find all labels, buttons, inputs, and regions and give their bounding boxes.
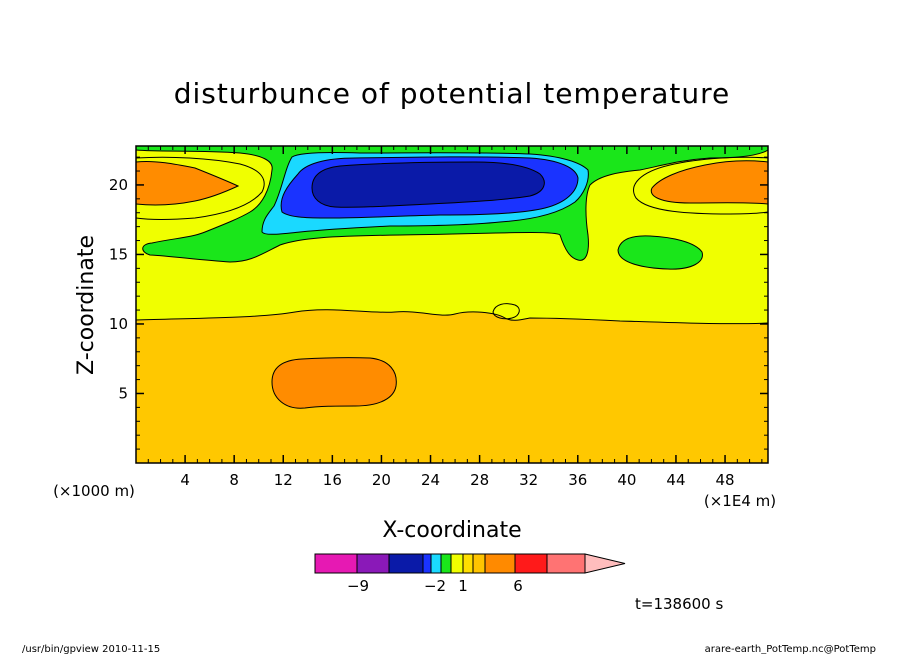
footer-left: /usr/bin/gpview 2010-11-15	[22, 644, 160, 654]
x-tick-label: 24	[421, 471, 440, 489]
colorbar-label: 1	[458, 577, 468, 595]
x-axis-unit: (×1E4 m)	[704, 492, 776, 510]
colorbar-segment	[422, 553, 432, 574]
contour-band-orange-left	[136, 161, 238, 205]
x-axis-label: X-coordinate	[382, 518, 521, 543]
colorbar-segment	[450, 553, 464, 574]
contour-lines	[136, 149, 768, 409]
colorbar: −9 −2 1 6	[314, 553, 626, 595]
x-tick-label: 28	[470, 471, 489, 489]
y-axis-label: Z-coordinate	[74, 235, 99, 375]
x-tick-label: 44	[666, 471, 685, 489]
colorbar-label: −2	[424, 577, 446, 595]
x-tick-label: 32	[519, 471, 538, 489]
y-tick-label: 10	[109, 315, 128, 333]
colorbar-extend-arrow	[584, 553, 626, 574]
colorbar-label: 6	[513, 577, 523, 595]
colorbar-segment	[484, 553, 516, 574]
colorbar-segment	[314, 553, 358, 574]
x-tick-label: 40	[617, 471, 636, 489]
y-tick-label: 15	[109, 245, 128, 263]
x-tick-label: 4	[180, 471, 190, 489]
colorbar-segment	[546, 553, 586, 574]
contour-band-navy	[312, 162, 545, 208]
x-axis-ticks: 4 8 12 16 20 24 28 32 36 40 44 48	[147, 146, 763, 489]
colorbar-segment	[356, 553, 390, 574]
colorbar-segment	[440, 553, 452, 574]
colorbar-label: −9	[347, 577, 369, 595]
colorbar-segment	[388, 553, 424, 574]
contour-field	[136, 146, 768, 463]
x-tick-label: 8	[229, 471, 239, 489]
x-tick-label: 12	[274, 471, 293, 489]
y-axis-unit: (×1000 m)	[53, 482, 135, 500]
y-axis-ticks: 5 10 15 20	[109, 156, 768, 450]
x-tick-label: 48	[716, 471, 735, 489]
contour-band-green-right	[618, 235, 703, 270]
colorbar-segment	[472, 553, 486, 574]
x-tick-label: 16	[323, 471, 342, 489]
colorbar-segment	[430, 553, 442, 574]
chart-title: disturbunce of potential temperature	[174, 77, 731, 110]
colorbar-segment	[462, 553, 474, 574]
time-label: t=138600 s	[635, 595, 723, 613]
plot-frame	[135, 145, 769, 464]
x-tick-label: 20	[372, 471, 391, 489]
footer-right: arare-earth_PotTemp.nc@PotTemp	[705, 644, 876, 654]
x-tick-label: 36	[568, 471, 587, 489]
y-tick-label: 5	[118, 384, 128, 402]
y-tick-label: 20	[109, 176, 128, 194]
contour-band-orange-lower	[272, 357, 397, 409]
colorbar-segment	[514, 553, 548, 574]
